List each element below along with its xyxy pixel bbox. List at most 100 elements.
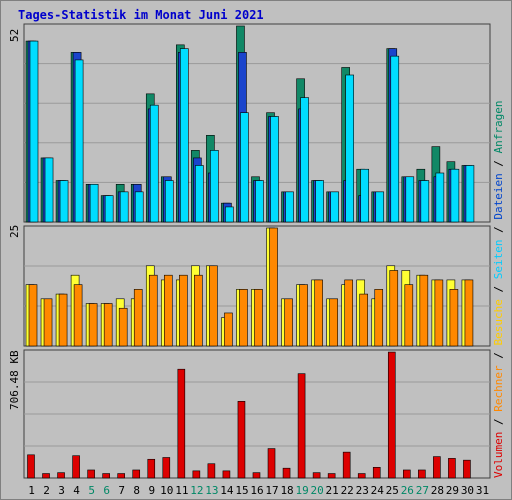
bar-rechner <box>88 303 98 347</box>
bar-volumen <box>162 457 171 479</box>
legend-separator: / <box>492 411 505 432</box>
chart-title: Tages-Statistik im Monat Juni 2021 <box>18 8 264 22</box>
bar-rechner <box>314 279 323 347</box>
x-tick-label: 20 <box>311 484 324 497</box>
bar-volumen <box>177 368 186 479</box>
bar-rechner <box>284 298 293 347</box>
legend-separator: / <box>492 279 505 300</box>
x-tick-label: 29 <box>446 484 459 497</box>
bar-seiten <box>225 206 234 223</box>
bar-rechner <box>389 270 399 347</box>
bar-rechner <box>194 274 203 347</box>
x-tick-label: 24 <box>371 484 385 497</box>
bar-volumen <box>357 473 366 479</box>
x-tick-label: 16 <box>250 484 263 497</box>
bar-seiten <box>315 180 324 223</box>
bar-rechner <box>43 298 53 347</box>
x-tick-label: 14 <box>220 484 234 497</box>
x-tick-label: 4 <box>73 484 80 497</box>
bar-seiten <box>285 191 294 223</box>
x-tick-label: 23 <box>356 484 369 497</box>
legend-separator: / <box>492 153 505 174</box>
bar-seiten <box>300 97 309 223</box>
bar-seiten <box>465 165 475 223</box>
x-tick-label: 27 <box>416 484 429 497</box>
x-tick-label: 21 <box>326 484 339 497</box>
x-tick-label: 9 <box>148 484 155 497</box>
bar-volumen <box>87 469 95 479</box>
x-tick-label: 6 <box>103 484 110 497</box>
bar-volumen <box>282 467 291 479</box>
bar-seiten <box>375 191 385 223</box>
bar-volumen <box>312 472 321 479</box>
bar-rechner <box>103 303 113 347</box>
bar-volumen <box>372 466 381 479</box>
bar-volumen <box>72 455 80 479</box>
bar-volumen <box>433 456 441 479</box>
x-tick-label: 1 <box>28 484 35 497</box>
legend-separator: / <box>492 219 505 240</box>
x-tick-label: 8 <box>133 484 140 497</box>
x-tick-label: 13 <box>205 484 218 497</box>
bar-seiten <box>89 184 99 223</box>
legend-item-besuche: Besuche <box>492 299 505 346</box>
x-tick-label: 17 <box>265 484 278 497</box>
bar-volumen <box>403 469 411 479</box>
bar-rechner <box>434 279 444 347</box>
x-tick-label: 28 <box>431 484 444 497</box>
x-tick-label: 31 <box>476 484 489 497</box>
x-tick-label: 11 <box>175 484 188 497</box>
bar-seiten <box>29 40 39 223</box>
bar-seiten <box>44 157 54 223</box>
bar-volumen <box>102 473 110 479</box>
bar-volumen <box>327 473 336 479</box>
bar-seiten <box>149 104 159 223</box>
x-tick-label: 15 <box>235 484 248 497</box>
bar-rechner <box>269 227 278 347</box>
bar-rechner <box>209 265 218 347</box>
legend: Volumen / Rechner / Besuche / Seiten / D… <box>492 100 505 478</box>
bar-seiten <box>255 180 264 223</box>
bar-seiten <box>270 116 279 223</box>
bar-seiten <box>210 150 219 223</box>
bar-seiten <box>240 112 249 223</box>
x-tick-label: 5 <box>88 484 95 497</box>
x-tick-label: 10 <box>160 484 173 497</box>
bar-volumen <box>252 472 261 479</box>
bar-rechner <box>359 293 369 347</box>
bar-volumen <box>222 470 231 479</box>
bar-rechner <box>163 274 173 347</box>
legend-item-anfragen: Anfragen <box>492 100 505 154</box>
bar-rechner <box>344 279 353 347</box>
bar-rechner <box>133 289 143 347</box>
bar-volumen <box>207 463 216 479</box>
bar-rechner <box>148 274 158 347</box>
x-tick-label: 18 <box>280 484 293 497</box>
bar-rechner <box>254 289 263 347</box>
bar-volumen <box>267 448 276 479</box>
middle-panel-max-label: 25 <box>8 224 21 238</box>
bar-volumen <box>117 473 125 479</box>
bar-volumen <box>418 469 426 479</box>
bar-volumen <box>42 473 50 479</box>
bar-rechner <box>239 289 248 347</box>
bar-rechner <box>449 289 459 347</box>
bar-volumen <box>132 469 141 479</box>
bar-seiten <box>420 180 430 223</box>
bar-rechner <box>224 312 233 347</box>
bar-volumen <box>57 472 65 479</box>
bar-seiten <box>360 168 370 223</box>
bar-rechner <box>404 284 414 347</box>
bar-rechner <box>464 279 474 347</box>
bottom-panel-max-label: 706.48 KB <box>8 350 21 410</box>
bar-volumen <box>192 470 201 479</box>
bar-seiten <box>345 74 354 223</box>
legend-item-volumen: Volumen <box>492 431 505 478</box>
bar-seiten <box>450 168 460 223</box>
bar-rechner <box>179 274 188 347</box>
bar-seiten <box>435 172 445 223</box>
bar-seiten <box>405 176 415 223</box>
bar-seiten <box>180 48 189 223</box>
bar-rechner <box>28 284 38 347</box>
